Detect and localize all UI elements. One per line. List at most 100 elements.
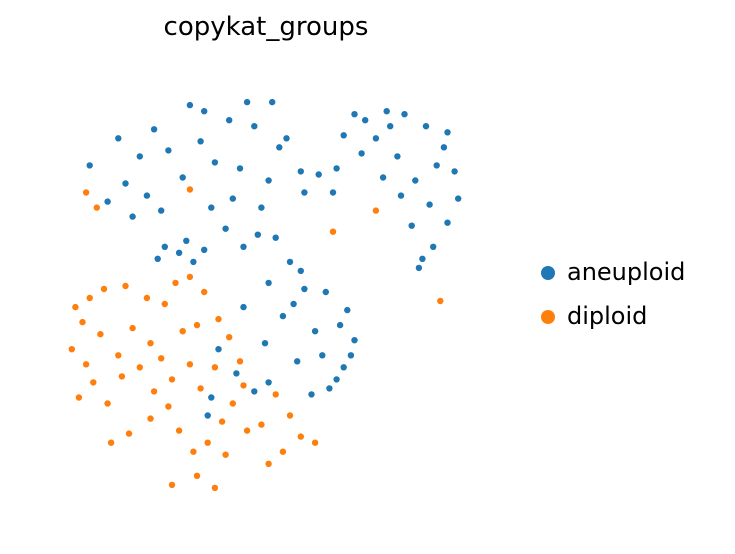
point-aneuploid-17 xyxy=(201,108,208,115)
point-aneuploid-1 xyxy=(104,198,111,205)
point-aneuploid-85 xyxy=(251,388,258,395)
point-diploid-9 xyxy=(129,324,136,332)
point-aneuploid-51 xyxy=(387,123,394,130)
point-diploid-15 xyxy=(90,379,97,386)
point-diploid-56 xyxy=(372,207,380,214)
point-diploid-47 xyxy=(272,391,279,398)
point-diploid-14 xyxy=(158,355,165,362)
point-aneuploid-81 xyxy=(154,255,161,262)
point-diploid-43 xyxy=(243,427,251,434)
point-aneuploid-68 xyxy=(290,300,297,308)
point-aneuploid-43 xyxy=(412,177,419,184)
point-aneuploid-90 xyxy=(208,394,215,401)
point-aneuploid-56 xyxy=(240,243,247,250)
legend: aneuploid diploid xyxy=(538,255,728,343)
point-aneuploid-71 xyxy=(301,285,308,293)
point-aneuploid-48 xyxy=(419,255,426,262)
point-diploid-28 xyxy=(201,288,208,296)
point-aneuploid-35 xyxy=(440,144,448,151)
point-aneuploid-12 xyxy=(265,177,272,184)
point-aneuploid-15 xyxy=(115,135,122,142)
point-aneuploid-20 xyxy=(269,98,276,106)
point-aneuploid-84 xyxy=(215,346,222,353)
point-diploid-12 xyxy=(82,361,90,368)
point-aneuploid-11 xyxy=(251,123,258,130)
point-aneuploid-4 xyxy=(150,126,158,133)
legend-marker-aneuploid xyxy=(541,266,555,280)
point-diploid-54 xyxy=(329,228,337,235)
point-aneuploid-42 xyxy=(394,153,401,160)
point-aneuploid-79 xyxy=(190,258,197,266)
point-diploid-33 xyxy=(229,400,236,407)
point-aneuploid-63 xyxy=(344,306,351,314)
point-aneuploid-67 xyxy=(311,328,319,335)
point-diploid-26 xyxy=(193,321,201,329)
point-diploid-49 xyxy=(297,433,304,440)
series-aneuploid xyxy=(86,98,462,419)
legend-item-aneuploid: aneuploid xyxy=(538,255,728,299)
point-aneuploid-34 xyxy=(422,123,430,130)
point-diploid-18 xyxy=(75,394,83,401)
point-diploid-46 xyxy=(211,484,219,492)
point-diploid-13 xyxy=(115,352,122,359)
point-aneuploid-80 xyxy=(201,246,208,253)
point-diploid-19 xyxy=(104,400,111,407)
point-aneuploid-75 xyxy=(347,352,355,359)
point-diploid-58 xyxy=(93,204,101,211)
point-diploid-4 xyxy=(143,294,151,302)
point-aneuploid-78 xyxy=(175,249,183,256)
point-aneuploid-22 xyxy=(301,189,308,196)
point-aneuploid-31 xyxy=(362,117,369,124)
series-diploid xyxy=(68,186,444,492)
point-aneuploid-24 xyxy=(329,189,337,196)
point-diploid-36 xyxy=(190,448,197,455)
point-aneuploid-10 xyxy=(236,165,244,172)
point-aneuploid-37 xyxy=(455,195,462,202)
point-aneuploid-60 xyxy=(265,279,272,287)
point-aneuploid-26 xyxy=(208,204,215,211)
point-diploid-29 xyxy=(186,273,194,281)
point-aneuploid-54 xyxy=(433,162,440,169)
point-diploid-35 xyxy=(204,439,211,446)
point-aneuploid-6 xyxy=(179,174,186,181)
point-diploid-30 xyxy=(226,334,233,341)
point-diploid-23 xyxy=(186,361,194,368)
point-aneuploid-5 xyxy=(165,147,172,154)
point-aneuploid-74 xyxy=(294,358,301,365)
point-diploid-41 xyxy=(107,439,115,446)
point-aneuploid-40 xyxy=(415,264,423,272)
point-aneuploid-72 xyxy=(279,312,287,320)
point-diploid-20 xyxy=(150,388,158,395)
point-diploid-57 xyxy=(186,186,194,193)
point-diploid-10 xyxy=(147,340,154,347)
point-aneuploid-50 xyxy=(444,129,451,136)
point-diploid-40 xyxy=(125,430,133,437)
point-aneuploid-57 xyxy=(254,231,261,238)
point-aneuploid-83 xyxy=(233,370,240,377)
point-aneuploid-8 xyxy=(211,159,219,166)
point-aneuploid-44 xyxy=(426,201,433,208)
point-aneuploid-61 xyxy=(297,267,304,275)
point-diploid-7 xyxy=(79,318,86,326)
point-diploid-25 xyxy=(211,364,219,371)
legend-label-diploid: diploid xyxy=(567,302,648,330)
point-diploid-22 xyxy=(179,328,186,335)
point-diploid-27 xyxy=(215,315,222,323)
point-aneuploid-86 xyxy=(204,412,211,419)
point-diploid-39 xyxy=(147,415,154,422)
point-diploid-37 xyxy=(175,427,183,434)
point-aneuploid-2 xyxy=(122,180,129,187)
point-aneuploid-18 xyxy=(143,192,151,199)
legend-marker-diploid xyxy=(541,310,555,324)
point-aneuploid-70 xyxy=(336,321,344,329)
point-aneuploid-66 xyxy=(326,385,333,392)
point-aneuploid-87 xyxy=(265,379,272,386)
point-aneuploid-13 xyxy=(276,144,283,151)
point-aneuploid-52 xyxy=(351,111,358,118)
legend-label-aneuploid: aneuploid xyxy=(567,258,686,286)
point-diploid-51 xyxy=(279,448,287,455)
point-aneuploid-25 xyxy=(158,207,165,214)
point-diploid-59 xyxy=(82,189,90,196)
point-diploid-32 xyxy=(240,382,247,389)
